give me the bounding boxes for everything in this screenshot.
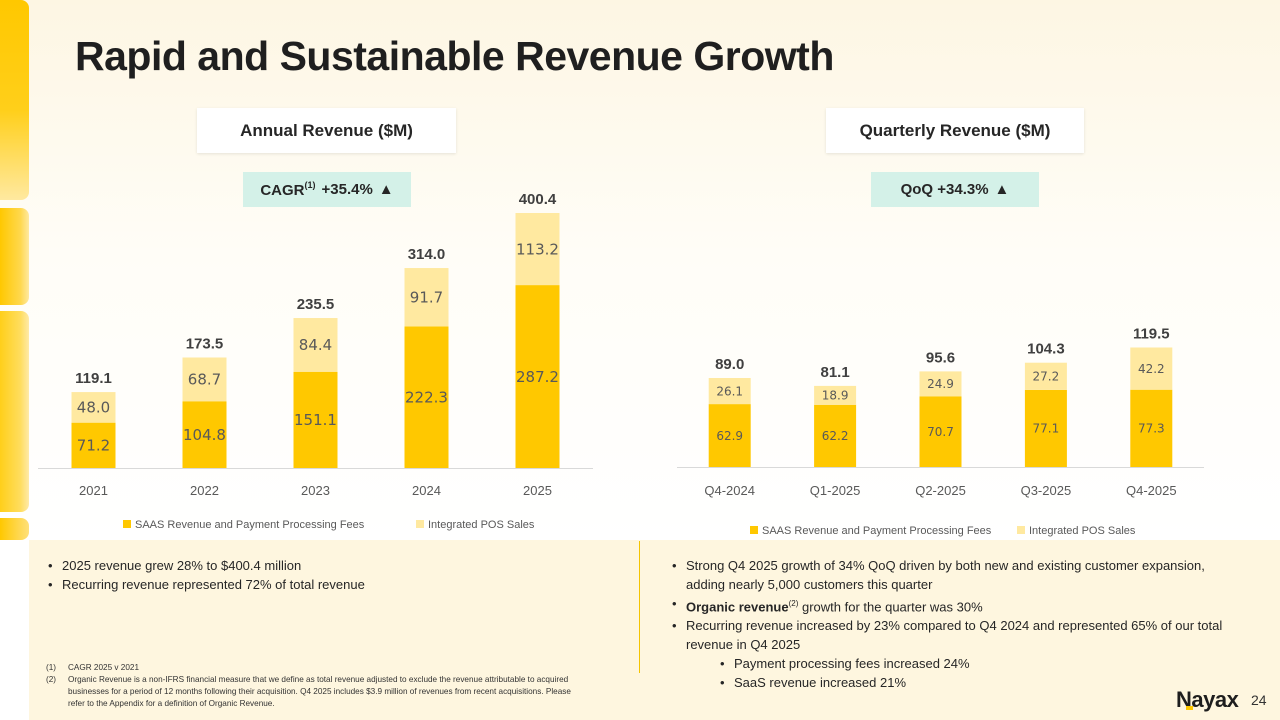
bar-pos [71,392,116,423]
quarterly-revenue-chart: 62.9 26.1 89.0 Q4-2024 62.2 18.9 81.1 Q1-2025 70… [677,326,1204,537]
data-label-saas: 77.1 [1033,422,1060,436]
legend-label: Integrated POS Sales [1029,525,1136,537]
x-tick-label: 2022 [190,483,219,498]
cagr-value: +35.4% [321,181,373,198]
bullet-item: Organic revenue(2) growth for the quarte… [670,594,1230,616]
panel-divider [639,541,640,673]
qoq-value: QoQ +34.3% [900,181,989,198]
cagr-label: CAGR(1) [260,179,316,199]
data-label-total: 89.0 [715,356,744,373]
legend-swatch [1017,526,1025,534]
data-label-total: 104.3 [1027,341,1065,358]
bar-pos [182,357,227,402]
bar-saas [919,396,962,467]
x-tick-label: Q4-2025 [1126,483,1177,498]
data-label-saas: 287.2 [516,368,559,386]
decorative-strip [0,311,29,512]
x-tick-label: Q1-2025 [810,483,861,498]
data-label-saas: 222.3 [405,388,448,406]
x-tick-label: 2021 [79,483,108,498]
data-label-total: 119.5 [1133,326,1170,343]
data-label-pos: 42.2 [1138,362,1165,376]
bar-saas [814,404,857,467]
data-label-saas: 151.1 [294,411,337,429]
qoq-badge: QoQ +34.3% ▲ [871,172,1039,207]
data-label-total: 173.5 [186,336,224,353]
decorative-strip [0,518,29,540]
data-label-saas: 70.7 [927,425,954,439]
data-label-pos: 68.7 [188,371,221,389]
bar-saas [404,326,449,468]
up-arrow-icon: ▲ [378,181,394,198]
data-label-total: 119.1 [75,370,112,387]
data-label-pos: 84.4 [299,336,332,354]
bullet-item: Recurring revenue increased by 23% compa… [670,616,1230,654]
quarterly-highlights: Strong Q4 2025 growth of 34% QoQ driven … [670,556,1230,692]
footnote: (2) Organic Revenue is a non-IFRS financi… [46,675,571,708]
data-label-total: 81.1 [820,364,849,381]
annual-highlights: 2025 revenue grew 28% to $400.4 million … [46,556,606,594]
annual-revenue-chart: 71.2 48.0 119.1 2021 104.8 68.7 173.5 2022 151.1… [38,191,593,531]
annual-chart-header: Annual Revenue ($M) [197,108,456,153]
decorative-strip [0,208,29,305]
data-label-saas: 62.9 [716,429,743,443]
legend-label: SAAS Revenue and Payment Processing Fees [762,525,992,537]
data-label-saas: 77.3 [1138,422,1165,436]
bar-pos [293,318,338,372]
data-label-saas: 71.2 [77,437,110,455]
bar-pos [1130,347,1173,390]
decorative-strip [0,0,29,200]
x-tick-label: 2023 [301,483,330,498]
bar-saas [182,401,227,468]
data-label-total: 314.0 [408,246,446,263]
data-label-total: 235.5 [297,296,335,313]
data-label-total: 400.4 [519,191,557,208]
data-label-saas: 62.2 [822,429,849,443]
x-tick-label: Q3-2025 [1021,483,1072,498]
data-label-pos: 113.2 [516,240,559,258]
legend-swatch [750,526,758,534]
bar-pos [814,385,857,405]
page-number: 24 [1251,692,1267,708]
x-tick-label: Q2-2025 [915,483,966,498]
bar-saas [1130,389,1173,467]
data-label-saas: 104.8 [183,426,226,444]
bar-saas [71,422,116,468]
sub-bullet-item: Payment processing fees increased 24% [718,654,1230,673]
page-title: Rapid and Sustainable Revenue Growth [75,33,834,79]
cagr-badge: CAGR(1) +35.4% ▲ [243,172,411,207]
x-tick-label: Q4-2024 [704,483,755,498]
bar-pos [404,268,449,327]
data-label-pos: 18.9 [822,389,849,403]
data-label-pos: 27.2 [1033,370,1060,384]
footnote: (1) CAGR 2025 v 2021 [46,663,140,672]
bar-pos [708,378,751,405]
bullet-item: 2025 revenue grew 28% to $400.4 million [46,556,606,575]
bar-pos [1024,362,1067,390]
sub-bullet-item: SaaS revenue increased 21% [718,673,1230,692]
footnotes: (1) CAGR 2025 v 2021 (2) Organic Revenue i… [46,662,586,710]
data-label-total: 95.6 [926,349,955,366]
bullet-item: Strong Q4 2025 growth of 34% QoQ driven … [670,556,1230,594]
x-tick-label: 2024 [412,483,441,498]
quarterly-chart-header: Quarterly Revenue ($M) [826,108,1084,153]
legend-label: Integrated POS Sales [428,519,535,531]
bar-saas [515,285,560,468]
up-arrow-icon: ▲ [994,181,1010,198]
data-label-pos: 91.7 [410,288,443,306]
bar-saas [708,404,751,467]
data-label-pos: 26.1 [716,384,743,398]
legend-swatch [123,520,131,528]
legend-label: SAAS Revenue and Payment Processing Fees [135,519,365,531]
data-label-pos: 48.0 [77,399,110,417]
bar-saas [293,371,338,468]
bar-pos [919,371,962,397]
logo-accent [1186,706,1193,710]
bullet-item: Recurring revenue represented 72% of tot… [46,575,606,594]
x-tick-label: 2025 [523,483,552,498]
data-label-pos: 24.9 [927,377,954,391]
bar-pos [515,213,560,286]
legend-swatch [416,520,424,528]
bar-saas [1024,389,1067,467]
